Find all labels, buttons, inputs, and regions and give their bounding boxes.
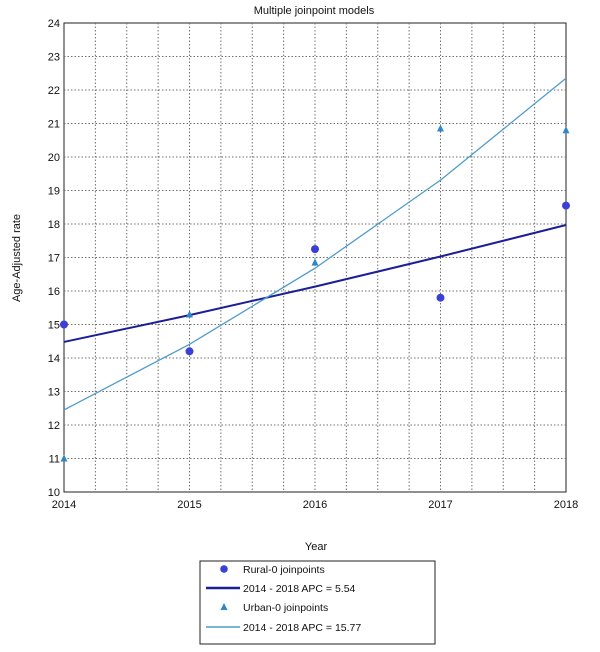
y-tick-label: 15 [48, 320, 60, 332]
y-axis-label: Age-Adjusted rate [11, 214, 23, 302]
y-tick-label: 10 [48, 487, 60, 499]
data-point-triangle [437, 124, 444, 132]
legend-label: Rural-0 joinpoints [243, 564, 325, 576]
grid [64, 23, 566, 492]
legend-marker-circle [220, 565, 228, 573]
data-point-circle [436, 293, 445, 302]
data-point-triangle [60, 454, 68, 462]
y-tick-label: 24 [48, 18, 60, 30]
y-tick-label: 16 [48, 286, 60, 298]
y-tick-label: 11 [49, 454, 60, 466]
x-axis-label: Year [305, 541, 328, 553]
x-tick-label: 2016 [303, 499, 327, 511]
x-tick-label: 2015 [177, 499, 201, 511]
y-tick-label: 21 [48, 119, 60, 131]
data-point-triangle [311, 258, 319, 266]
y-tick-label: 12 [48, 420, 60, 432]
data-point-circle [562, 201, 570, 210]
x-axis-ticks: 2014 2015 2016 2017 2018 [52, 499, 578, 511]
legend-label: 2014 - 2018 APC = 5.54 [243, 583, 356, 595]
y-tick-label: 13 [48, 387, 60, 399]
x-tick-label: 2014 [52, 499, 76, 511]
y-tick-label: 23 [48, 52, 60, 64]
y-tick-label: 18 [48, 219, 60, 231]
series-line [63, 224, 567, 343]
legend: Rural-0 joinpoints 2014 - 2018 APC = 5.54… [199, 560, 436, 645]
legend-label: Urban-0 joinpoints [243, 602, 328, 614]
data-point-circle [60, 320, 68, 329]
legend-items: Rural-0 joinpoints 2014 - 2018 APC = 5.54… [206, 564, 361, 634]
x-tick-label: 2017 [428, 499, 452, 511]
legend-box [199, 560, 436, 645]
y-tick-label: 19 [48, 186, 60, 198]
data-point-circle [311, 245, 319, 254]
chart-title: Multiple joinpoint models [254, 5, 375, 17]
y-tick-label: 17 [48, 253, 60, 265]
data-point-circle [185, 347, 194, 356]
fit-lines [63, 77, 567, 411]
data-point-triangle [562, 126, 570, 134]
data-points [60, 124, 570, 462]
y-tick-label: 22 [48, 85, 60, 97]
legend-label: 2014 - 2018 APC = 15.77 [243, 622, 361, 634]
series-line [63, 77, 567, 411]
data-point-triangle [186, 310, 193, 318]
legend-marker-triangle [220, 603, 228, 610]
x-tick-label: 2018 [554, 499, 578, 511]
y-axis-ticks: 10 11 12 13 14 15 16 17 18 19 20 21 22 23 24 [48, 18, 60, 499]
y-tick-label: 14 [48, 353, 60, 365]
y-tick-label: 20 [48, 152, 60, 164]
